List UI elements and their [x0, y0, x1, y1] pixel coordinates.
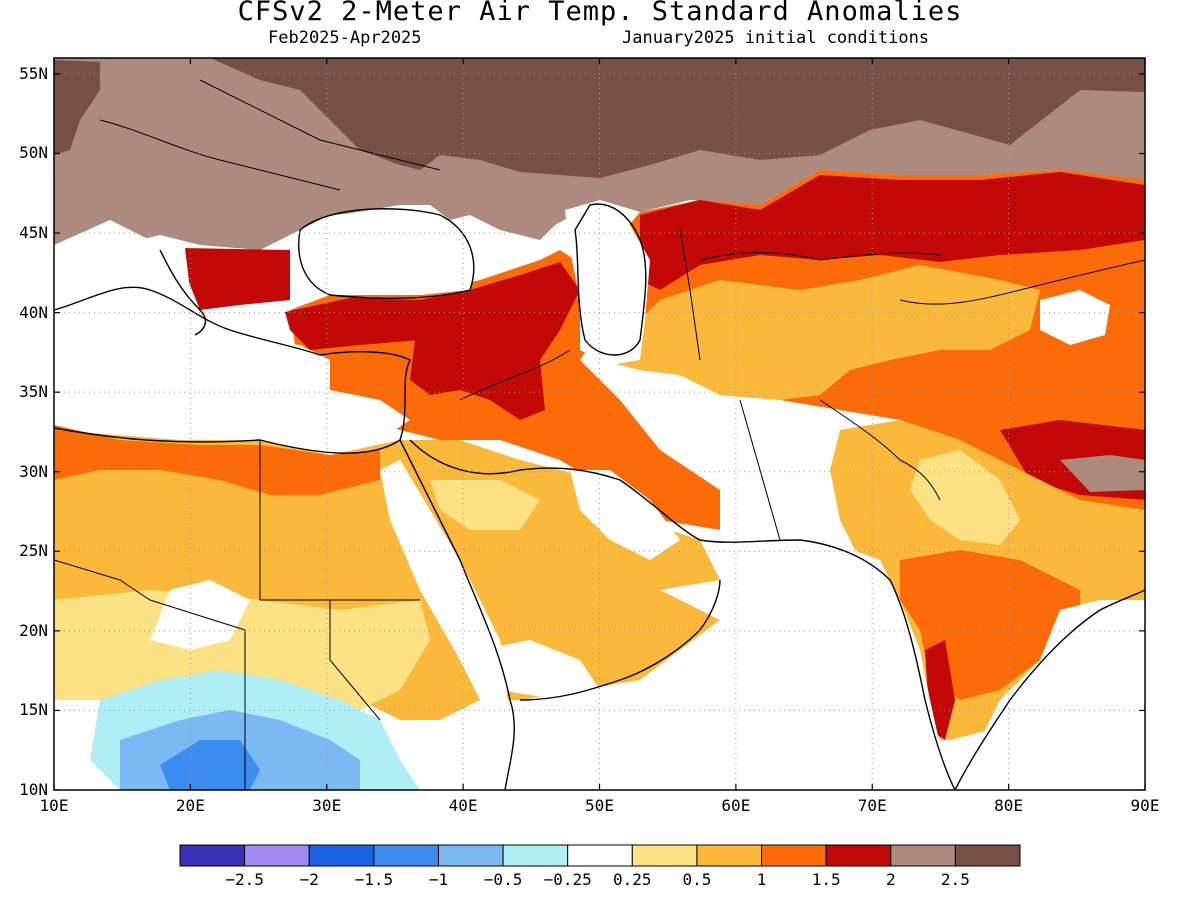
zone-white-sudan [150, 580, 250, 650]
zone-lightorange-africa [54, 430, 720, 720]
forecast-period: Feb2025-Apr2025 [268, 28, 422, 48]
lat-label: 25N [19, 541, 48, 561]
lon-label: 90E [1130, 796, 1160, 815]
colorbar-swatch [502, 844, 569, 867]
colorbar-swatch [567, 844, 633, 867]
zone-yellow-india [910, 450, 1020, 545]
zone-white-india-south [950, 730, 1010, 790]
colorbar-label: 2 [885, 870, 896, 889]
lat-label: 30N [19, 461, 48, 481]
colorbar-swatch [308, 844, 375, 867]
colorbar-swatch [696, 844, 763, 867]
zone-white-caspian [565, 200, 650, 365]
colorbar-swatch [890, 844, 956, 867]
zone-white-mediterranean [54, 300, 410, 455]
zone-dark-brown-west [54, 60, 100, 155]
lat-label: 20N [19, 620, 48, 640]
zone-white-balkans-seas [54, 220, 200, 330]
lon-label: 30E [312, 796, 342, 815]
colorbar-label: 2.5 [940, 870, 970, 889]
colorbar-label: −0.25 [543, 870, 592, 889]
lon-label: 50E [585, 796, 614, 815]
lat-label: 50N [19, 143, 48, 163]
colorbar-label: 0.5 [682, 870, 712, 889]
zone-red-mideast [410, 262, 580, 420]
colorbar-swatch [631, 844, 698, 867]
colorbar-label: −2.5 [225, 870, 264, 889]
lon-label: 60E [721, 796, 751, 815]
colorbar-swatch [179, 844, 246, 867]
colorbar-swatch [761, 844, 827, 867]
borders [54, 79, 1145, 790]
colorbar-label: −0.5 [483, 870, 523, 889]
colorbar-swatch [437, 844, 504, 867]
colorbar-label: 1 [756, 870, 767, 889]
colorbar-swatch [244, 844, 310, 867]
zone-red-turkey [285, 298, 420, 350]
colorbar-label: −1.5 [354, 870, 394, 889]
zone-white-bay-bengal [1000, 600, 1145, 790]
colorbar-label: 0.25 [613, 870, 652, 889]
initial-conditions: January2025 initial conditions [622, 28, 930, 48]
zone-orange-nafrica-coast [54, 425, 380, 495]
zone-white-tarim [1040, 290, 1110, 345]
lon-label: 70E [857, 796, 887, 815]
lat-label: 15N [19, 700, 48, 720]
zone-dark-brown [210, 58, 1145, 178]
zone-white-arabian-sea [580, 540, 950, 790]
lat-label: 35N [19, 382, 48, 402]
colorbar [179, 844, 1021, 867]
colorbar-label: −1 [428, 870, 449, 889]
zone-brown-tibet [1060, 455, 1145, 492]
colorbar-swatch [825, 844, 892, 867]
lat-label: 55N [19, 63, 48, 83]
colorbar-label: 1.5 [811, 870, 841, 889]
zone-yellow-sahel [54, 590, 430, 710]
zone-white-blacksea [300, 210, 480, 295]
colorbar-swatch [954, 844, 1021, 867]
zone-lightorange-central [600, 265, 1040, 400]
axis-ticks [53, 58, 1146, 791]
zone-red-central-asia [640, 172, 1145, 290]
zone-yellow-arabia [430, 480, 540, 530]
anomaly-field [54, 58, 1145, 790]
lon-label: 80E [994, 796, 1024, 815]
lon-label: 10E [39, 796, 69, 815]
map-title: CFSv2 2-Meter Air Temp. Standard Anomali… [237, 0, 963, 27]
zone-red-balkans [185, 248, 290, 310]
zone-white-redsea [380, 460, 510, 720]
colorbar-label: −2 [299, 870, 319, 889]
lat-label: 10N [19, 780, 48, 799]
gridlines [54, 58, 1145, 790]
colorbar-swatch [373, 844, 439, 867]
zone-white-redsea-south [480, 640, 600, 700]
lon-label: 40E [448, 796, 478, 815]
zone-white-persian-gulf [570, 470, 680, 560]
lat-label: 45N [19, 223, 48, 243]
lon-label: 20E [175, 796, 205, 815]
lat-label: 40N [19, 302, 48, 322]
zone-blue-africa [160, 740, 260, 790]
coastlines [54, 203, 1145, 790]
